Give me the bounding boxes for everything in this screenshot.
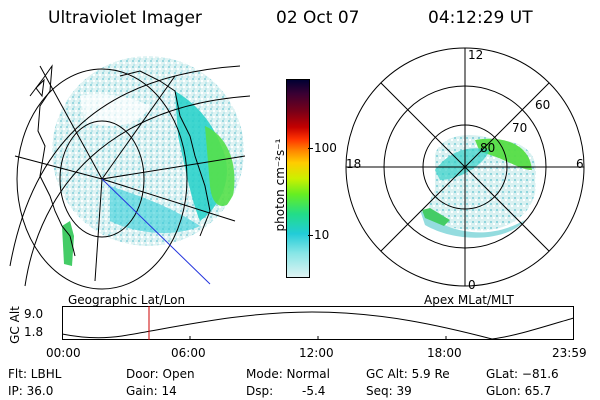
info-door: Door: Open	[126, 367, 195, 381]
apex-label: Apex MLat/MLT	[424, 293, 514, 307]
info-ip: IP: 36.0	[8, 384, 54, 398]
apex-polar-plot	[345, 47, 585, 287]
lat-label-70: 70	[512, 121, 528, 135]
lat-label-80: 80	[480, 141, 496, 155]
mlt-label-0: 0	[468, 278, 476, 292]
colorbar-tick-100	[308, 148, 313, 149]
info-glon: GLon: 65.7	[486, 384, 552, 398]
altitude-ytick-low: 1.8	[24, 325, 44, 339]
altitude-ytick-high: 9.0	[24, 307, 44, 321]
info-mode: Mode: Normal	[246, 367, 330, 381]
mlt-label-12: 12	[468, 48, 484, 62]
colorbar-label-10: 10	[314, 228, 330, 242]
info-dsp-label: Dsp:	[246, 384, 274, 398]
time-label: 04:12:29 UT	[428, 8, 533, 28]
date-label: 02 Oct 07	[276, 8, 360, 28]
altitude-ylabel: GC Alt	[8, 306, 22, 344]
mlt-label-18: 18	[346, 157, 362, 171]
altitude-xtick-2359: 23:59	[552, 346, 587, 360]
info-glat: GLat: −81.6	[486, 367, 559, 381]
info-dsp-value: -5.4	[302, 384, 326, 398]
info-gain: Gain: 14	[126, 384, 177, 398]
geographic-image	[9, 56, 251, 290]
colorbar	[286, 79, 310, 278]
altitude-xtick-0000: 00:00	[46, 346, 81, 360]
colorbar-unit-label: photon cm⁻²s⁻¹	[273, 138, 287, 232]
altitude-xtick-1200: 12:00	[299, 346, 334, 360]
altitude-xtick-1800: 18:00	[427, 346, 462, 360]
mlt-label-6: 6	[576, 157, 584, 171]
altitude-plot	[62, 306, 574, 340]
colorbar-label-100: 100	[314, 141, 337, 155]
app-title: Ultraviolet Imager	[48, 8, 202, 28]
altitude-xtick-0600: 06:00	[171, 346, 206, 360]
info-flt: Flt: LBHL	[8, 367, 62, 381]
lat-label-60: 60	[535, 98, 551, 112]
colorbar-tick-10	[308, 235, 313, 236]
geographic-label: Geographic Lat/Lon	[68, 293, 186, 307]
info-gc-alt: GC Alt: 5.9 Re	[366, 367, 450, 381]
info-seq: Seq: 39	[366, 384, 412, 398]
